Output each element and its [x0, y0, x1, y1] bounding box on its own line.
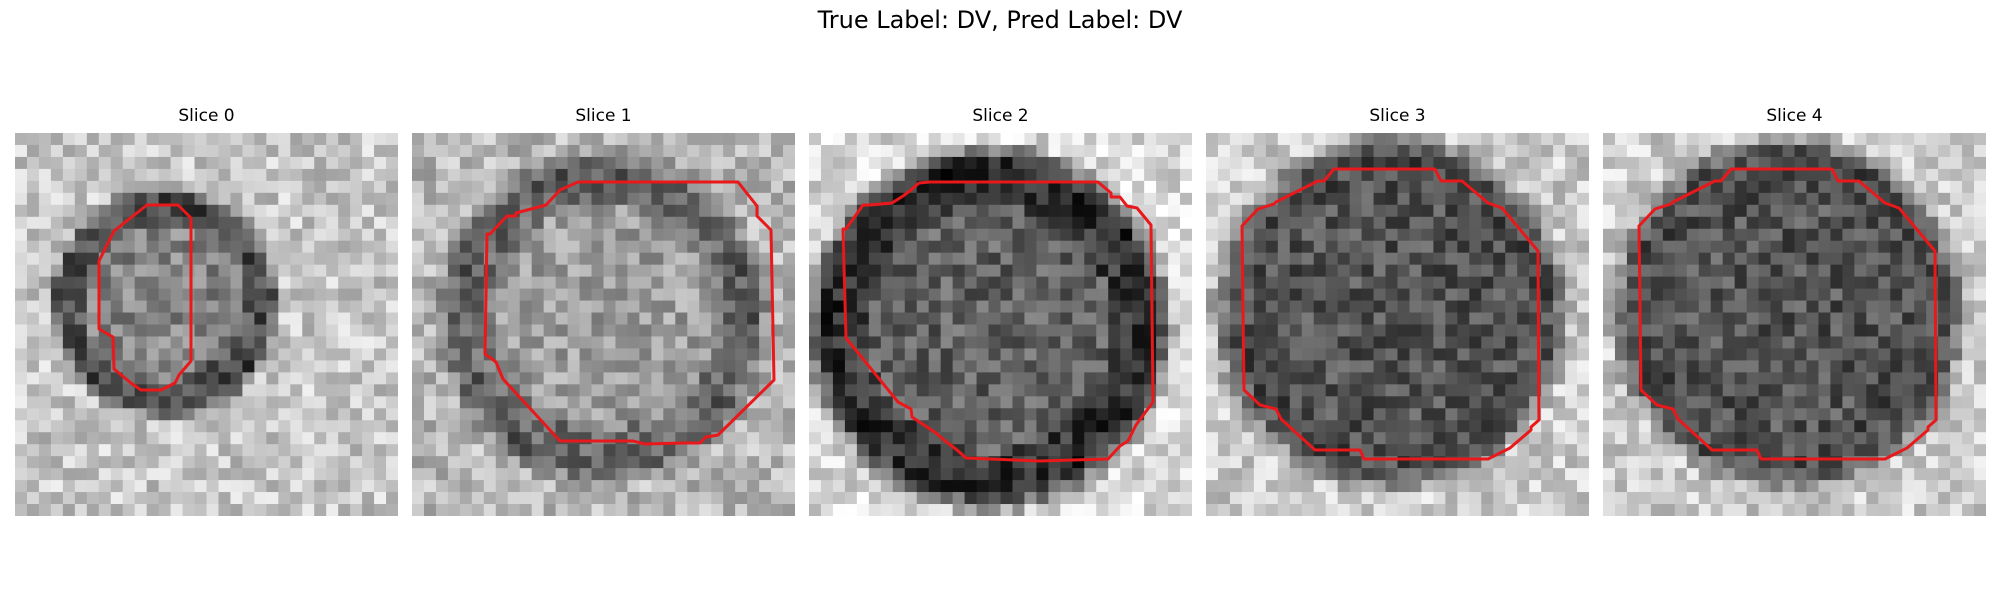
figure-title: True Label: DV, Pred Label: DV: [817, 6, 1183, 34]
slice-0-title: Slice 0: [178, 106, 235, 126]
slice-1-contour: [483, 180, 776, 446]
slice-0-image: [15, 133, 398, 516]
slice-4-contour: [1637, 167, 1938, 461]
slice-2-image: [809, 133, 1192, 516]
slice-0-mri-grid: [15, 133, 398, 516]
slice-3-image: [1206, 133, 1589, 516]
slice-4-mri-grid: [1603, 133, 1986, 516]
slice-2-title: Slice 2: [972, 106, 1029, 126]
slice-1-pixels: [412, 133, 795, 516]
slice-4-title: Slice 4: [1766, 106, 1823, 126]
slice-3-mri-grid: [1206, 133, 1589, 516]
slice-0-contour: [97, 203, 193, 392]
slice-2-mri-grid: [809, 133, 1192, 516]
slice-4-image: [1603, 133, 1986, 516]
slice-3-contour: [1240, 167, 1541, 461]
slice-3-title: Slice 3: [1369, 106, 1426, 126]
slice-2-contour: [841, 180, 1155, 463]
slice-1-image: [412, 133, 795, 516]
slice-4-pixels: [1603, 133, 1986, 516]
slice-1-title: Slice 1: [575, 106, 632, 126]
slice-0-pixels: [15, 133, 398, 516]
slice-1-mri-grid: [412, 133, 795, 516]
